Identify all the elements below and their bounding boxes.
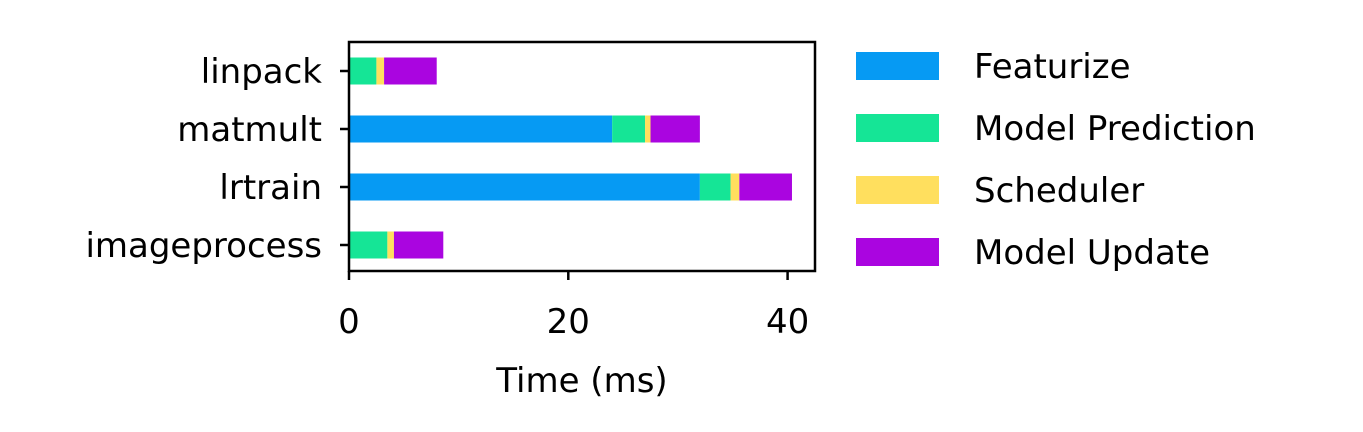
y-tick-label-lrtrain: lrtrain — [219, 168, 322, 208]
y-tick-label-matmult: matmult — [177, 110, 322, 150]
bar-matmult-model-update — [650, 115, 700, 143]
bar-lrtrain-model-update — [739, 173, 792, 201]
legend: Featurize Model Prediction Scheduler Model … — [856, 47, 1256, 273]
legend-swatch-model-update — [856, 238, 939, 266]
bar-imageprocess-model-update — [393, 231, 444, 259]
bar-lrtrain-model-prediction — [699, 173, 731, 201]
x-axis-label: Time (ms) — [495, 361, 667, 401]
x-tick-label-40: 40 — [766, 302, 809, 342]
plot-area-frame — [347, 40, 817, 273]
bar-matmult-featurize — [349, 115, 613, 143]
bar-imageprocess-model-prediction — [349, 231, 388, 259]
legend-label-model-update: Model Update — [974, 233, 1210, 273]
x-tick-label-20: 20 — [547, 302, 590, 342]
bars-group — [349, 57, 792, 259]
legend-swatch-scheduler — [856, 176, 939, 204]
bar-matmult-model-prediction — [612, 115, 646, 143]
bar-matmult-scheduler — [645, 115, 651, 143]
y-tick-label-linpack: linpack — [201, 52, 323, 92]
x-tick-label-0: 0 — [338, 302, 360, 342]
x-axis-ticks: 0 20 40 — [338, 271, 809, 342]
bar-linpack-model-prediction — [349, 57, 377, 85]
legend-label-featurize: Featurize — [974, 47, 1131, 87]
legend-swatch-model-prediction — [856, 114, 939, 142]
bar-linpack-scheduler — [376, 57, 385, 85]
y-tick-label-imageprocess: imageprocess — [85, 226, 322, 266]
y-axis-ticks: linpack matmult lrtrain imageprocess — [85, 52, 349, 266]
bar-imageprocess-scheduler — [387, 231, 394, 259]
bar-linpack-model-update — [384, 57, 437, 85]
bar-lrtrain-featurize — [349, 173, 700, 201]
legend-label-model-prediction: Model Prediction — [974, 109, 1256, 149]
bar-lrtrain-scheduler — [730, 173, 740, 201]
legend-label-scheduler: Scheduler — [974, 171, 1144, 211]
legend-swatch-featurize — [856, 52, 939, 80]
